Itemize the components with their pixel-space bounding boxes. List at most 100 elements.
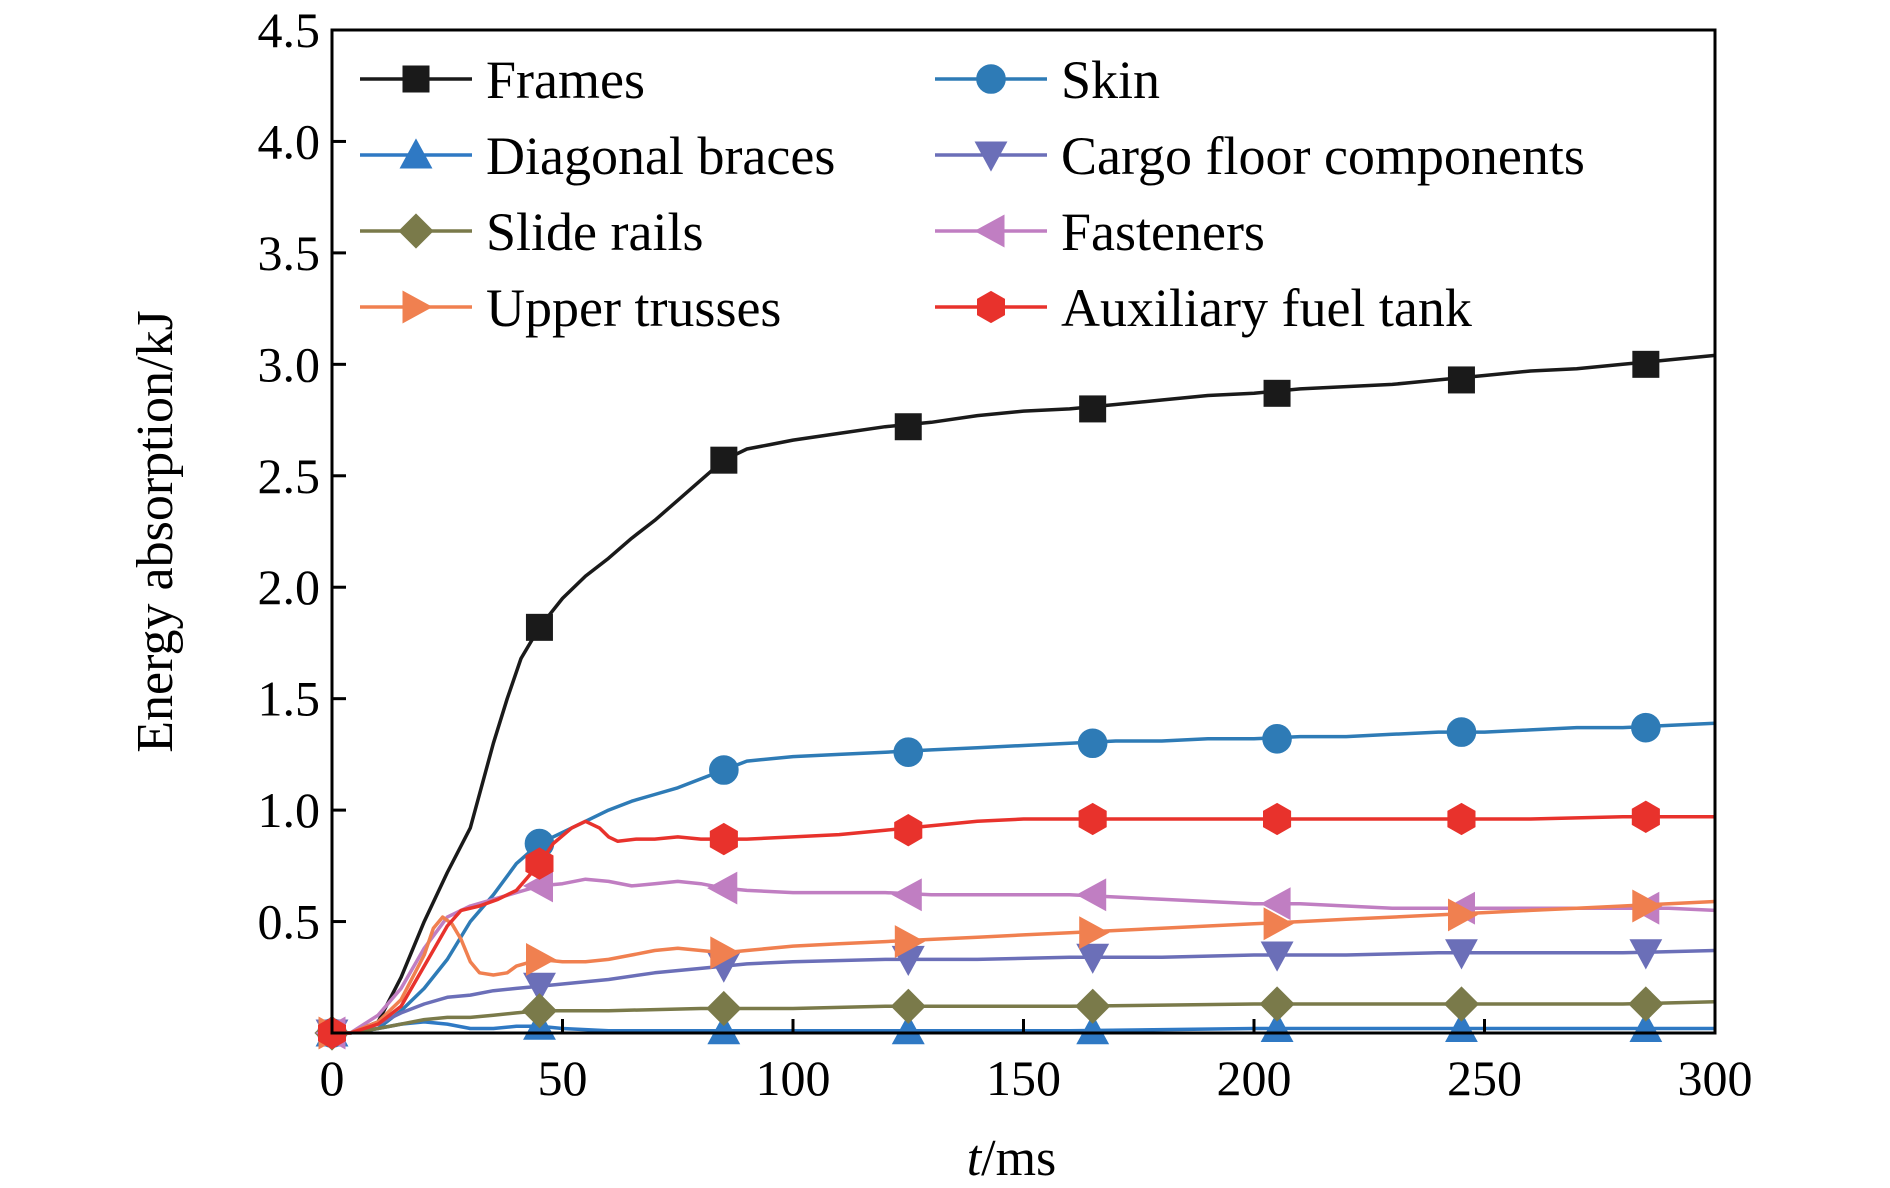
data-point-marker bbox=[891, 1014, 925, 1045]
series-layer bbox=[314, 350, 1716, 1051]
series-frames bbox=[318, 350, 1716, 1047]
legend-marker bbox=[977, 290, 1005, 324]
data-point-marker bbox=[1631, 800, 1660, 833]
legend-marker bbox=[402, 65, 430, 93]
legend: Frames Skin Diagonal braces Cargo floor com… bbox=[360, 50, 1585, 338]
y-tick-label: 3.5 bbox=[258, 225, 321, 281]
data-point-marker bbox=[1263, 802, 1292, 836]
data-point-marker bbox=[1632, 350, 1660, 378]
legend-label: Upper trusses bbox=[486, 278, 781, 338]
data-point-marker bbox=[890, 988, 926, 1024]
legend-label: Frames bbox=[486, 50, 645, 110]
series-line bbox=[332, 353, 1716, 1035]
data-point-marker bbox=[894, 413, 922, 441]
series-line bbox=[332, 948, 1716, 1035]
x-axis-title-unit: /ms bbox=[981, 1130, 1056, 1187]
data-point-marker bbox=[1263, 907, 1294, 941]
data-point-marker bbox=[706, 990, 742, 1027]
y-tick-label: 3.0 bbox=[258, 336, 321, 392]
y-tick-label: 0.5 bbox=[258, 894, 321, 950]
y-tick-label: 1.0 bbox=[258, 782, 321, 838]
data-point-marker bbox=[1260, 887, 1291, 921]
data-point-marker bbox=[1263, 379, 1291, 407]
y-tick-label: 4.5 bbox=[258, 2, 321, 58]
series-line bbox=[332, 721, 1716, 1035]
data-point-marker bbox=[1447, 366, 1475, 394]
y-tick-label: 2.0 bbox=[258, 559, 321, 615]
data-point-marker bbox=[1079, 916, 1110, 950]
legend-item: Diagonal braces bbox=[360, 126, 835, 186]
legend-marker bbox=[976, 64, 1006, 94]
data-point-marker bbox=[894, 925, 925, 959]
y-axis-ticks: 0.5 1.0 1.5 2.0 2.5 3.0 3.5 4.0 4.5 bbox=[258, 2, 346, 950]
data-point-marker bbox=[1447, 802, 1476, 836]
data-point-marker bbox=[891, 878, 922, 912]
data-point-marker bbox=[525, 613, 553, 641]
data-point-marker bbox=[1076, 943, 1110, 974]
data-point-marker bbox=[1262, 723, 1292, 754]
series-skin bbox=[317, 712, 1716, 1048]
data-point-marker bbox=[523, 972, 556, 1003]
data-point-marker bbox=[1078, 802, 1107, 836]
data-point-marker bbox=[1446, 717, 1477, 747]
x-axis-title: t/ms bbox=[967, 1130, 1057, 1187]
x-tick-label: 150 bbox=[986, 1050, 1061, 1106]
data-point-marker bbox=[1443, 986, 1480, 1022]
data-point-marker bbox=[893, 737, 924, 767]
y-tick-label: 2.5 bbox=[258, 448, 321, 504]
x-tick-label: 250 bbox=[1447, 1050, 1522, 1106]
legend-item: Fasteners bbox=[935, 202, 1265, 262]
data-point-marker bbox=[1260, 941, 1294, 972]
data-point-marker bbox=[1259, 986, 1295, 1022]
data-point-marker bbox=[707, 871, 738, 905]
legend-label: Slide rails bbox=[486, 202, 703, 262]
legend-label: Auxiliary fuel tank bbox=[1061, 278, 1472, 338]
legend-item: Skin bbox=[935, 50, 1160, 110]
data-point-marker bbox=[521, 993, 558, 1029]
data-point-marker bbox=[1629, 939, 1663, 970]
series-diagonal-braces bbox=[315, 1009, 1715, 1047]
data-point-marker bbox=[710, 446, 738, 474]
x-axis-ticks: 0 50 100 150 200 250 300 bbox=[320, 1019, 1753, 1106]
x-tick-label: 300 bbox=[1678, 1050, 1753, 1106]
data-point-marker bbox=[1445, 939, 1478, 970]
x-axis-title-var: t bbox=[967, 1130, 983, 1187]
legend-item: Frames bbox=[360, 50, 645, 110]
data-point-marker bbox=[710, 936, 741, 970]
series-slide-rails bbox=[314, 986, 1716, 1051]
x-tick-label: 100 bbox=[756, 1050, 831, 1106]
series-line bbox=[332, 877, 1716, 1035]
legend-marker bbox=[399, 138, 433, 169]
data-point-marker bbox=[1076, 1014, 1110, 1045]
legend-marker bbox=[974, 141, 1008, 172]
legend-item: Upper trusses bbox=[360, 278, 781, 338]
legend-marker bbox=[974, 214, 1005, 248]
x-tick-label: 50 bbox=[538, 1050, 588, 1106]
legend-item: Slide rails bbox=[360, 202, 703, 262]
data-point-marker bbox=[1448, 898, 1479, 932]
y-tick-label: 1.5 bbox=[258, 671, 321, 727]
data-point-marker bbox=[894, 814, 923, 847]
legend-label: Cargo floor components bbox=[1061, 126, 1585, 186]
data-point-marker bbox=[526, 942, 557, 976]
data-point-marker bbox=[709, 755, 739, 785]
series-line bbox=[332, 1000, 1716, 1035]
data-point-marker bbox=[707, 1014, 741, 1045]
data-point-marker bbox=[1076, 878, 1107, 912]
y-tick-label: 4.0 bbox=[258, 113, 321, 169]
series-auxiliary-fuel-tank bbox=[318, 800, 1715, 1050]
data-point-marker bbox=[1077, 728, 1108, 759]
y-axis-title: Energy absorption/kJ bbox=[127, 310, 184, 752]
series-line bbox=[332, 815, 1715, 1035]
legend-label: Fasteners bbox=[1061, 202, 1265, 262]
legend-marker bbox=[402, 290, 433, 324]
data-point-marker bbox=[1628, 986, 1664, 1022]
data-point-marker bbox=[1632, 889, 1663, 923]
legend-label: Diagonal braces bbox=[486, 126, 835, 186]
data-point-marker bbox=[1075, 988, 1111, 1024]
legend-marker bbox=[398, 213, 434, 249]
legend-item: Auxiliary fuel tank bbox=[935, 278, 1472, 338]
x-tick-label: 0 bbox=[320, 1050, 345, 1106]
x-tick-label: 200 bbox=[1217, 1050, 1292, 1106]
data-point-marker bbox=[525, 847, 554, 880]
